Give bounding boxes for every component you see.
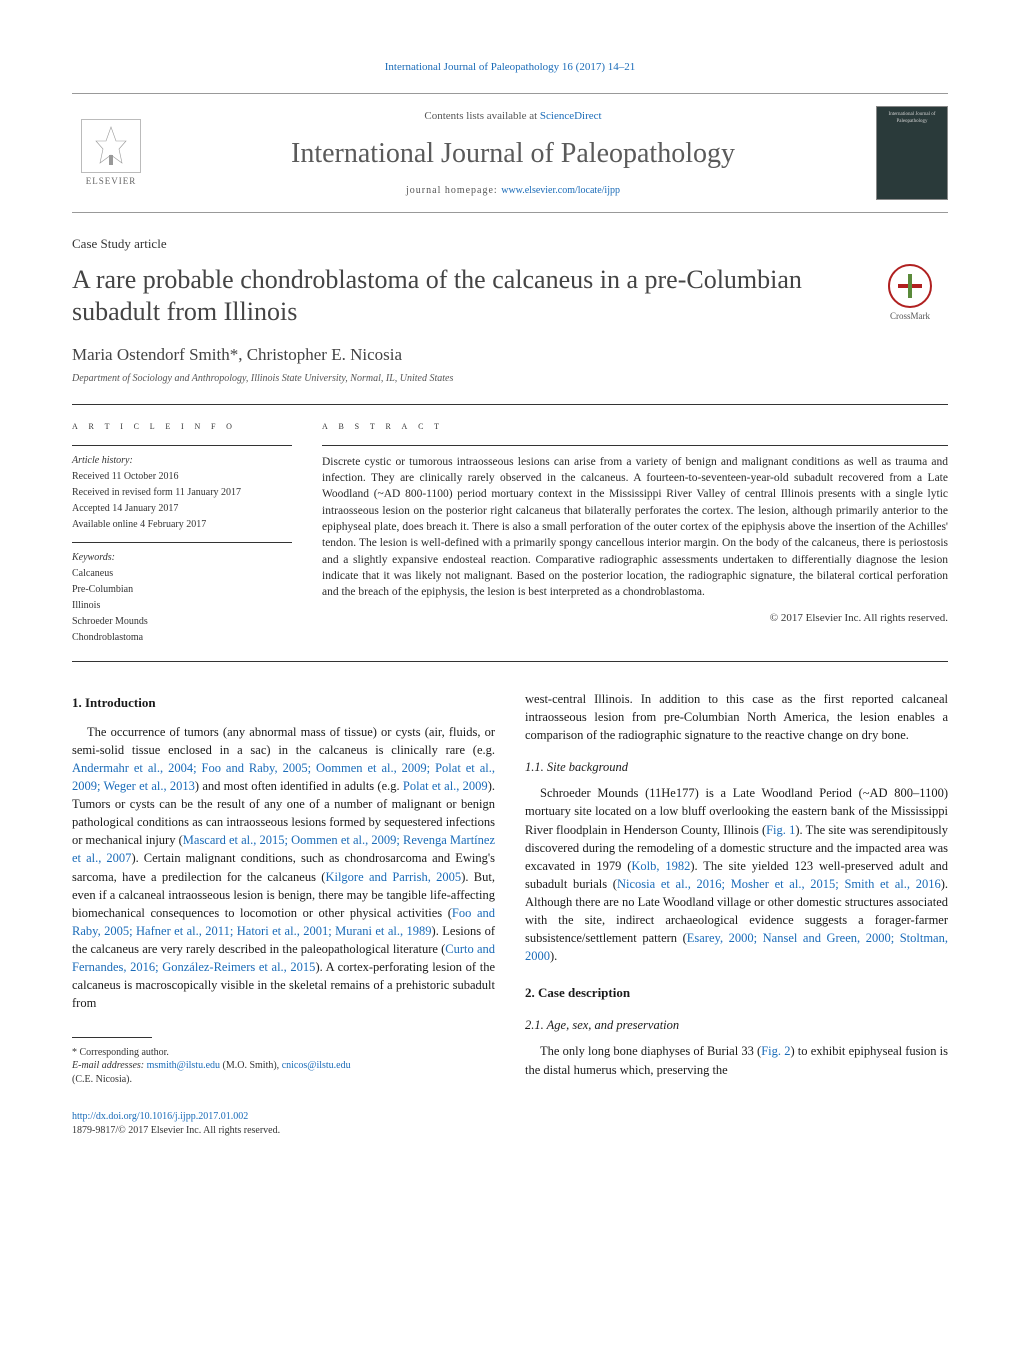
email-who: (M.O. Smith),: [220, 1060, 282, 1071]
article-info-head: A R T I C L E I N F O: [72, 419, 292, 434]
issn-copyright: 1879-9817/© 2017 Elsevier Inc. All right…: [72, 1124, 948, 1138]
cover-text: International Journal of Paleopathology: [881, 111, 943, 125]
revised-date: Received in revised form 11 January 2017: [72, 486, 292, 500]
citation[interactable]: Kilgore and Parrish, 2005: [325, 870, 461, 884]
doi-link[interactable]: http://dx.doi.org/10.1016/j.ijpp.2017.01…: [72, 1111, 248, 1122]
abstract-head: A B S T R A C T: [322, 419, 948, 434]
crossmark-badge[interactable]: CrossMark: [872, 264, 948, 323]
keyword: Schroeder Mounds: [72, 615, 292, 629]
authors: Maria Ostendorf Smith*, Christopher E. N…: [72, 343, 948, 367]
keyword: Chondroblastoma: [72, 631, 292, 645]
corresponding-author-note: * Corresponding author.: [72, 1046, 495, 1060]
history-label: Article history:: [72, 454, 292, 468]
publisher-logo: ELSEVIER: [72, 114, 150, 192]
body-columns: 1. Introduction The occurrence of tumors…: [72, 690, 948, 1086]
sciencedirect-link[interactable]: ScienceDirect: [540, 110, 602, 122]
citation[interactable]: Nicosia et al., 2016; Mosher et al., 201…: [617, 877, 941, 891]
section-1-head: 1. Introduction: [72, 694, 495, 713]
section-2-head: 2. Case description: [525, 984, 948, 1003]
citation[interactable]: Polat et al., 2009: [403, 779, 488, 793]
body-paragraph: The only long bone diaphyses of Burial 3…: [525, 1042, 948, 1078]
masthead-center: Contents lists available at ScienceDirec…: [168, 109, 858, 198]
author-email-link[interactable]: cnicos@ilstu.edu: [282, 1060, 351, 1071]
body-paragraph: Schroeder Mounds (11He177) is a Late Woo…: [525, 784, 948, 965]
homepage-prefix: journal homepage:: [406, 185, 501, 196]
article-title: A rare probable chondroblastoma of the c…: [72, 264, 852, 329]
journal-cover-thumbnail: International Journal of Paleopathology: [876, 106, 948, 200]
publisher-name: ELSEVIER: [86, 175, 137, 188]
online-date: Available online 4 February 2017: [72, 518, 292, 532]
email-label: E-mail addresses:: [72, 1060, 147, 1071]
footnote-rule: [72, 1037, 152, 1038]
citation[interactable]: Kolb, 1982: [631, 859, 690, 873]
elsevier-tree-icon: [81, 119, 141, 173]
abstract-copyright: © 2017 Elsevier Inc. All rights reserved…: [322, 611, 948, 626]
body-paragraph: west-central Illinois. In addition to th…: [525, 690, 948, 744]
abstract-text: Discrete cystic or tumorous intraosseous…: [322, 454, 948, 601]
masthead: ELSEVIER Contents lists available at Sci…: [72, 93, 948, 213]
keyword: Calcaneus: [72, 567, 292, 581]
crossmark-icon: [888, 264, 932, 308]
journal-name: International Journal of Paleopathology: [168, 134, 858, 173]
affiliation: Department of Sociology and Anthropology…: [72, 372, 948, 386]
accepted-date: Accepted 14 January 2017: [72, 502, 292, 516]
email-who-line2: (C.E. Nicosia).: [72, 1073, 495, 1087]
body-paragraph: The occurrence of tumors (any abnormal m…: [72, 723, 495, 1013]
page-footer: http://dx.doi.org/10.1016/j.ijpp.2017.01…: [72, 1110, 948, 1138]
contents-prefix: Contents lists available at: [424, 110, 539, 122]
keyword: Pre-Columbian: [72, 583, 292, 597]
author-email-link[interactable]: msmith@ilstu.edu: [147, 1060, 220, 1071]
article-info-column: A R T I C L E I N F O Article history: R…: [72, 404, 292, 660]
figure-ref[interactable]: Fig. 1: [766, 823, 795, 837]
contents-line: Contents lists available at ScienceDirec…: [168, 109, 858, 124]
crossmark-label: CrossMark: [890, 310, 930, 323]
keywords-label: Keywords:: [72, 551, 292, 565]
journal-reference: International Journal of Paleopathology …: [72, 60, 948, 75]
section-1-1-head: 1.1. Site background: [525, 758, 948, 776]
homepage-line: journal homepage: www.elsevier.com/locat…: [168, 184, 858, 198]
figure-ref[interactable]: Fig. 2: [761, 1044, 790, 1058]
received-date: Received 11 October 2016: [72, 470, 292, 484]
keyword: Illinois: [72, 599, 292, 613]
homepage-link[interactable]: www.elsevier.com/locate/ijpp: [501, 185, 620, 196]
article-type: Case Study article: [72, 235, 948, 253]
footnotes: * Corresponding author. E-mail addresses…: [72, 1046, 495, 1087]
abstract-column: A B S T R A C T Discrete cystic or tumor…: [322, 404, 948, 660]
section-2-1-head: 2.1. Age, sex, and preservation: [525, 1016, 948, 1034]
